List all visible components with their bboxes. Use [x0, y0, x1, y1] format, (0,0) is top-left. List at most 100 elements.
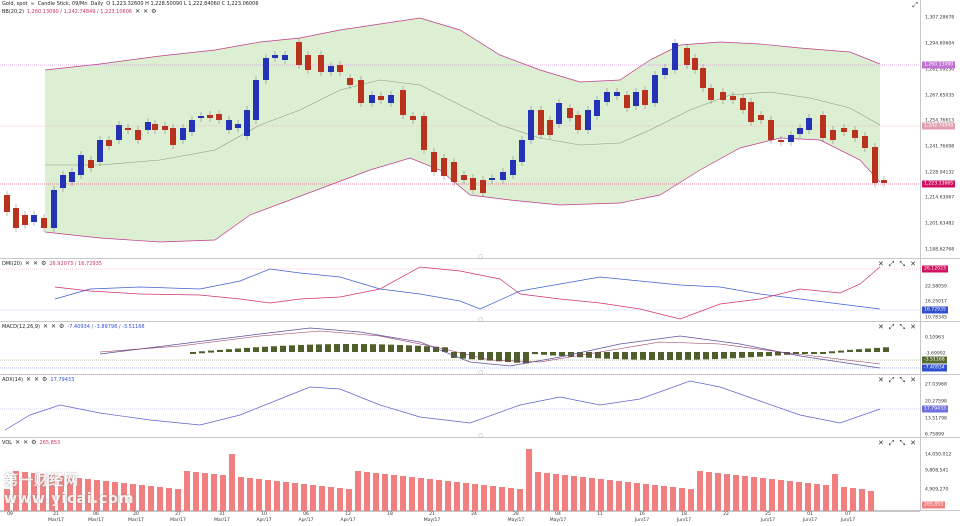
- close-icon[interactable]: ✕: [51, 323, 57, 330]
- candle-body: [41, 218, 47, 228]
- x-month: Jun/17: [802, 518, 818, 523]
- remove-icon[interactable]: ✕: [878, 323, 884, 331]
- close-icon[interactable]: ✕: [25, 376, 31, 383]
- dmi-pane[interactable]: DMI(20) ✕ ✕ ⚙ 26.92073 / 16.72935 ✕ ⤢ ⤡ ✕ 2…: [0, 259, 960, 323]
- remove-icon[interactable]: ✕: [878, 376, 884, 384]
- dmi-header: DMI(20) ✕ ✕ ⚙ 26.92073 / 16.72935: [2, 260, 102, 267]
- adx-pane[interactable]: ADX(14) ✕ ✕ ⚙ 17.79433 ✕ ⤢ ⤡ ✕ 27.03968 20.…: [0, 375, 960, 439]
- close-icon[interactable]: ✕: [910, 376, 916, 384]
- volume-bar: [301, 484, 307, 511]
- close-icon[interactable]: ✕: [910, 260, 916, 268]
- macd-histogram-bar: [316, 344, 322, 352]
- close-icon[interactable]: ✕: [910, 323, 916, 331]
- macd-chart[interactable]: [0, 322, 920, 375]
- volume-pane[interactable]: VOL ✕ ✕ ⚙ 265,853 ✕ ⤢ ⤡ ✕ 14,050,012 9,808,…: [0, 438, 960, 511]
- volume-bar: [472, 484, 478, 511]
- maximize-icon[interactable]: ⤡: [899, 439, 906, 447]
- candle-body: [296, 42, 302, 65]
- macd-histogram-bar: [280, 345, 286, 352]
- volume-bar: [373, 473, 379, 511]
- candle-body: [410, 116, 416, 120]
- close-icon[interactable]: ✕: [135, 8, 141, 15]
- dmi-chart[interactable]: [0, 259, 920, 322]
- volume-bar: [508, 488, 514, 511]
- candle-body: [400, 90, 406, 115]
- close-icon[interactable]: ✕: [34, 376, 40, 383]
- settings-icon[interactable]: ⚙: [31, 439, 37, 446]
- close-icon[interactable]: ✕: [32, 260, 38, 267]
- x-month: Mar/17: [128, 518, 144, 523]
- remove-icon[interactable]: ✕: [878, 260, 884, 268]
- settings-icon[interactable]: ⚙: [40, 260, 47, 267]
- price-chart[interactable]: [0, 0, 920, 259]
- price-pane[interactable]: Gold, spot ≈ Candle Stick, 09/Mn Daily O…: [0, 0, 960, 260]
- close-icon[interactable]: ✕: [23, 439, 29, 446]
- x-month: Jun/17: [634, 518, 650, 523]
- candle-body: [235, 124, 241, 128]
- volume-bar: [436, 480, 442, 511]
- maximize-icon[interactable]: ⤡: [899, 260, 906, 268]
- candle-body: [830, 130, 836, 140]
- macd-histogram-bar: [622, 352, 628, 360]
- candle-body: [69, 172, 75, 182]
- close-icon[interactable]: ✕: [910, 439, 916, 447]
- maximize-icon[interactable]: ⤡: [899, 323, 906, 331]
- maximize-icon[interactable]: ⤡: [899, 376, 906, 384]
- pane-resize-handle[interactable]: ○: [478, 432, 484, 439]
- candle-body: [78, 155, 84, 175]
- remove-icon[interactable]: ✕: [878, 439, 884, 447]
- volume-bar: [292, 483, 298, 511]
- close-icon[interactable]: ✕: [15, 439, 21, 446]
- resize-icon[interactable]: ⤢: [912, 1, 918, 9]
- pane-resize-handle[interactable]: ○: [478, 316, 484, 323]
- volume-bar: [787, 481, 793, 511]
- pane-resize-handle[interactable]: ○: [478, 369, 484, 376]
- macd-histogram-bar: [532, 352, 538, 355]
- x-day: 21: [53, 512, 59, 517]
- pane-resize-handle[interactable]: ○: [478, 253, 484, 260]
- macd-line-tag: -7.40934: [922, 364, 947, 372]
- bollinger-band-fill: [45, 18, 880, 242]
- macd-histogram-bar: [208, 350, 214, 353]
- candle-body: [125, 128, 131, 130]
- volume-bar: [256, 479, 262, 511]
- resize-icon[interactable]: ⤢: [888, 323, 895, 331]
- candle-body: [510, 160, 516, 175]
- settings-icon[interactable]: ⚙: [59, 323, 65, 330]
- macd-header: MACD(12,26,9) ✕ ✕ ⚙ -7.40934 / -3.89798 …: [2, 323, 145, 330]
- macd-histogram-bar: [838, 350, 844, 353]
- volume-chart[interactable]: [0, 438, 920, 511]
- macd-histogram-bar: [559, 352, 565, 357]
- resize-icon[interactable]: ⤢: [888, 439, 895, 447]
- settings-icon[interactable]: ⚙: [151, 8, 157, 15]
- settings-icon[interactable]: ⚙: [42, 376, 48, 383]
- candle-body: [806, 118, 812, 130]
- volume-bar: [832, 474, 838, 511]
- volume-bar: [418, 478, 424, 511]
- macd-label: MACD(12,26,9): [2, 323, 40, 330]
- macd-histogram-bar: [748, 352, 754, 358]
- resize-icon[interactable]: ⤢: [888, 376, 895, 384]
- volume-bar: [13, 471, 19, 511]
- x-month: Mar/17: [88, 518, 104, 523]
- bollinger-upper-line: [44, 17, 881, 83]
- volume-bar: [823, 485, 829, 511]
- macd-controls: ✕ ⤢ ⤡ ✕: [878, 323, 916, 332]
- macd-histogram-bar: [730, 352, 736, 359]
- adx-chart[interactable]: [0, 375, 920, 438]
- macd-histogram-bar: [343, 344, 349, 352]
- close-icon[interactable]: ✕: [143, 8, 149, 15]
- macd-histogram-bar: [820, 352, 826, 354]
- macd-pane[interactable]: MACD(12,26,9) ✕ ✕ ⚙ -7.40934 / -3.89798 …: [0, 322, 960, 376]
- x-month: Jun/17: [676, 518, 692, 523]
- candle-body: [13, 208, 19, 228]
- macd-histogram-bar: [631, 352, 637, 360]
- resize-icon[interactable]: ⤢: [888, 260, 895, 268]
- macd-histogram-bar: [406, 345, 412, 352]
- candle-body: [461, 175, 467, 180]
- volume-bar: [121, 483, 127, 511]
- dmi-minus-tag: 16.72935: [922, 306, 948, 314]
- candle-body: [441, 158, 447, 176]
- close-icon[interactable]: ✕: [24, 260, 30, 267]
- close-icon[interactable]: ✕: [42, 323, 49, 330]
